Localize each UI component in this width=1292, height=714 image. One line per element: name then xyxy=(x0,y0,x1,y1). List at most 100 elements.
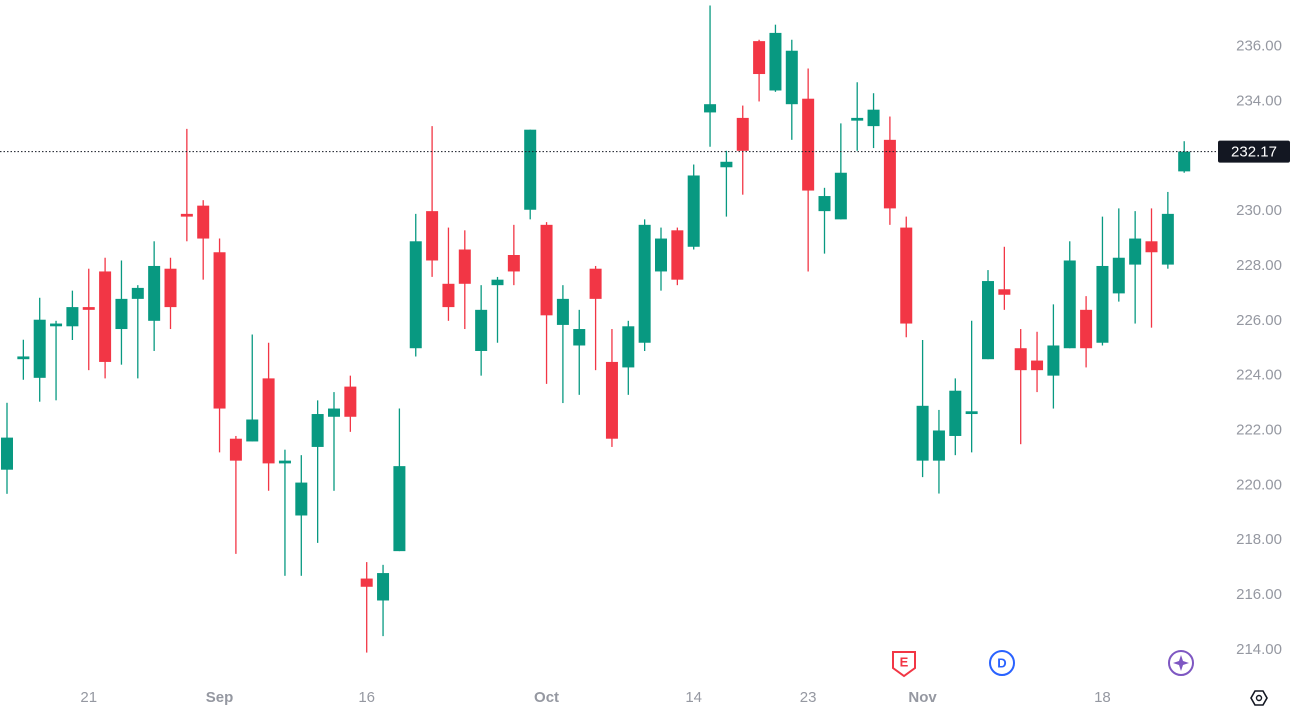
candle-body xyxy=(736,117,749,151)
candle-body xyxy=(998,289,1011,295)
candle-body xyxy=(834,172,847,220)
candle-body xyxy=(262,378,275,464)
candle-body xyxy=(99,271,112,362)
candle-body xyxy=(164,268,177,308)
candle-body xyxy=(982,281,994,360)
candle-body xyxy=(556,298,569,325)
candle-body xyxy=(704,104,717,113)
star-icon xyxy=(1173,655,1189,671)
x-tick-label: 18 xyxy=(1094,689,1111,706)
candle-body xyxy=(540,224,553,316)
candle-body xyxy=(507,255,520,272)
y-tick-label: 214.00 xyxy=(1236,641,1282,658)
candle-body xyxy=(148,265,161,321)
candle-body xyxy=(1096,265,1109,343)
y-tick-label: 230.00 xyxy=(1236,202,1282,219)
candle-body xyxy=(932,430,945,461)
candle-body xyxy=(1112,257,1125,294)
candle-body xyxy=(900,227,913,324)
dividend-badge[interactable] xyxy=(989,650,1015,676)
candle-body xyxy=(1080,309,1093,349)
candle-body xyxy=(573,329,586,346)
candle-body xyxy=(1063,260,1076,349)
candle-body xyxy=(883,139,896,209)
x-tick-label: Oct xyxy=(534,689,559,706)
candle-body xyxy=(638,224,651,343)
settings-icon-center xyxy=(1255,694,1263,702)
candle-body xyxy=(1047,345,1060,376)
candle-body xyxy=(491,279,504,286)
candle-body xyxy=(115,298,128,330)
candle-body xyxy=(197,205,210,239)
last-price-label: 232.17 xyxy=(1231,144,1277,161)
y-tick-label: 222.00 xyxy=(1236,421,1282,438)
y-tick-label: 226.00 xyxy=(1236,312,1282,329)
candle-body xyxy=(131,287,144,299)
candle-body xyxy=(328,408,340,417)
candle-body xyxy=(1161,213,1174,265)
candle-body xyxy=(442,283,455,308)
candle-body xyxy=(655,238,667,272)
candle-body xyxy=(426,211,439,261)
y-tick-label: 234.00 xyxy=(1236,92,1282,109)
candle-body xyxy=(671,230,684,280)
candle-body xyxy=(229,438,242,461)
candle-body xyxy=(82,307,95,310)
y-tick-label: 220.00 xyxy=(1236,476,1282,493)
dividend-label[interactable]: D xyxy=(997,655,1006,670)
y-tick-label: 216.00 xyxy=(1236,586,1282,603)
x-tick-label: Sep xyxy=(206,689,234,706)
candle-body xyxy=(769,32,782,91)
candle-body xyxy=(360,578,373,587)
candle-body xyxy=(622,326,635,368)
x-tick-label: 14 xyxy=(685,689,702,706)
candle-body xyxy=(687,175,700,247)
candle-body xyxy=(278,460,291,464)
candle-body xyxy=(213,252,226,409)
candle-body xyxy=(949,390,962,436)
settings-icon[interactable] xyxy=(1250,690,1268,706)
candle-body xyxy=(1,437,13,470)
candle-body xyxy=(916,405,929,461)
candle-body xyxy=(1031,360,1044,371)
candle-body xyxy=(377,573,390,601)
candle-body xyxy=(311,414,324,447)
candle-body xyxy=(1129,238,1142,265)
candle-body xyxy=(33,319,46,378)
candle-body xyxy=(818,196,831,212)
candle-body xyxy=(180,213,193,217)
candle-body xyxy=(785,50,798,105)
candle-body xyxy=(524,129,537,210)
candle-body xyxy=(344,386,357,417)
candle-body xyxy=(720,161,733,168)
candle-body xyxy=(867,109,880,127)
candle-body xyxy=(475,309,488,351)
candle-body xyxy=(295,482,308,516)
x-tick-label: 16 xyxy=(358,689,375,706)
earnings-label[interactable]: E xyxy=(900,654,909,669)
candle-body xyxy=(1014,348,1027,371)
candle-body xyxy=(409,241,422,349)
last-price-box xyxy=(1218,140,1290,163)
y-tick-label: 218.00 xyxy=(1236,531,1282,548)
earnings-badge[interactable] xyxy=(892,651,916,678)
candle-body xyxy=(605,361,618,439)
candle-body xyxy=(66,307,79,327)
candle-body xyxy=(965,411,978,415)
x-tick-label: 21 xyxy=(80,689,97,706)
y-tick-label: 228.00 xyxy=(1236,257,1282,274)
candle-body xyxy=(17,356,30,360)
x-tick-label: Nov xyxy=(908,689,937,706)
y-tick-label: 236.00 xyxy=(1236,38,1282,55)
candle-body xyxy=(1145,241,1158,253)
candle-body xyxy=(589,268,602,299)
candle-body xyxy=(50,323,63,327)
event-markers: E D xyxy=(892,650,1268,706)
y-tick-label: 224.00 xyxy=(1236,367,1282,384)
candle-body xyxy=(753,41,766,75)
candle-body xyxy=(802,98,815,191)
candle-body xyxy=(1178,151,1191,172)
x-tick-label: 23 xyxy=(800,689,817,706)
candle-body xyxy=(851,117,864,121)
